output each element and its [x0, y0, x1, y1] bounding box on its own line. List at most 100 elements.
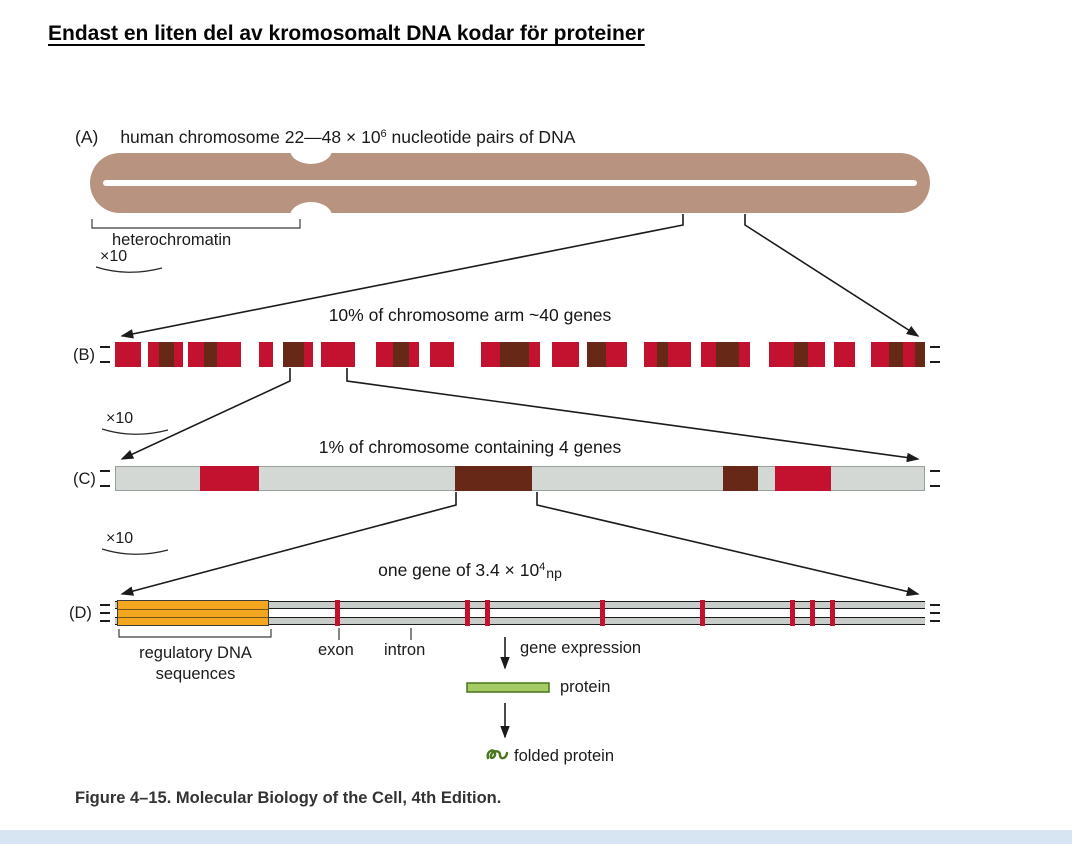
gene-density-segment [606, 342, 628, 367]
gene-density-segment [700, 342, 716, 367]
gene-density-segment [667, 342, 691, 367]
gene-density-segment [147, 342, 159, 367]
chromosome-arm-bar [115, 342, 926, 367]
gene-density-segment [173, 342, 183, 367]
gene-block [454, 466, 533, 491]
exon-mark [464, 600, 470, 626]
gene-density-segment [429, 342, 454, 367]
panel-d-title-unit: np [546, 565, 562, 581]
gene-density-segment [321, 342, 356, 367]
gene-density-segment [825, 342, 835, 367]
centromere-pinch-bottom [290, 202, 332, 230]
zoom-label-1: ×10 [100, 248, 128, 265]
gene-block [722, 466, 758, 491]
exon-mark [335, 600, 341, 626]
exon-mark [699, 600, 705, 626]
protein-label: protein [560, 678, 611, 696]
gene-density-segment [793, 342, 809, 367]
panel-a-text-suffix: nucleotide pairs of DNA [386, 127, 576, 147]
gene-density-segment [392, 342, 409, 367]
gene-density-segment [376, 342, 393, 367]
exon-label: exon [318, 641, 354, 659]
gene-density-segment [579, 342, 588, 367]
regulatory-label-line2: sequences [155, 665, 236, 683]
gene-density-segment [480, 342, 500, 367]
gene-density-segment [834, 342, 856, 367]
zoom-swoosh-2 [101, 428, 169, 435]
panel-c-letter: (C) [73, 470, 96, 488]
folded-protein-label: folded protein [514, 747, 614, 765]
panel-d-letter: (D) [69, 604, 92, 622]
gene-density-segment [657, 342, 668, 367]
regulatory-bracket [118, 629, 272, 638]
gene-density-segment [499, 342, 530, 367]
gene-density-segment [140, 342, 148, 367]
gene-density-segment [627, 342, 645, 367]
gene-density-segment [203, 342, 217, 367]
chromosome-illustration [90, 136, 930, 230]
gene-density-segment [738, 342, 750, 367]
gene-density-segment [240, 342, 260, 367]
gene-density-segment [273, 342, 284, 367]
panel-a-caption: (A) human chromosome 22—48 × 106 nucleoti… [75, 127, 575, 148]
exon-mark [830, 600, 836, 626]
panel-d-title: one gene of 3.4 × 104np [65, 560, 875, 581]
gene-density-segment [158, 342, 174, 367]
gene-density-segment [587, 342, 607, 367]
exon-mark [809, 600, 815, 626]
panel-d-title-prefix: one gene of 3.4 × 10 [378, 560, 540, 580]
gene-density-segment [259, 342, 274, 367]
intron-label: intron [384, 641, 426, 659]
gene-density-segment [408, 342, 419, 367]
panel-a-text-exponent: 6 [380, 128, 387, 140]
chromosome-1pct-bar [115, 466, 925, 491]
gene-density-segment [889, 342, 904, 367]
gene-density-segment [216, 342, 241, 367]
gene-density-segment [418, 342, 430, 367]
gene-density-segment [690, 342, 701, 367]
gene-bar [115, 600, 925, 626]
zoom-label-2: ×10 [106, 410, 134, 427]
regulatory-region [116, 600, 269, 626]
gene-density-segment [855, 342, 872, 367]
gene-density-segment [529, 342, 541, 367]
bottom-strip [0, 830, 1072, 844]
regulatory-label-line1: regulatory DNA [139, 644, 252, 662]
gene-density-segment [115, 342, 141, 367]
gene-density-segment [182, 342, 188, 367]
dna-rail-bottom [115, 617, 925, 625]
chromosome-body [90, 153, 930, 213]
heterochromatin-label: heterochromatin [112, 231, 232, 249]
folded-protein-icon [486, 749, 509, 760]
gene-expression-label: gene expression [520, 639, 642, 657]
zoom-label-3: ×10 [106, 530, 134, 547]
panel-c-title: 1% of chromosome containing 4 genes [318, 437, 622, 457]
exon-mark [600, 600, 606, 626]
gene-density-segment [283, 342, 305, 367]
exon-mark [789, 600, 795, 626]
gene-density-segment [768, 342, 794, 367]
panel-b-title: 10% of chromosome arm ~40 genes [328, 305, 612, 325]
regulatory-label: regulatory DNA sequences [118, 643, 273, 685]
heterochromatin-bracket [91, 219, 301, 229]
panel-b-letter: (B) [73, 346, 95, 364]
gene-density-segment [355, 342, 377, 367]
gene-density-segment [540, 342, 553, 367]
panel-a-text: human chromosome 22—48 × 106 nucleotide … [120, 127, 575, 147]
panel-d-title-exponent: 4 [539, 561, 546, 573]
gene-density-segment [552, 342, 580, 367]
gene-density-segment [871, 342, 890, 367]
gene-density-segment [453, 342, 481, 367]
gene-density-segment [903, 342, 916, 367]
gene-density-segment [304, 342, 314, 367]
gene-density-segment [715, 342, 739, 367]
gene-density-segment [644, 342, 657, 367]
slide-title: Endast en liten del av kromosomalt DNA k… [48, 22, 645, 45]
gene-density-segment [187, 342, 204, 367]
zoom-swoosh-3 [101, 548, 169, 555]
gene-density-segment [749, 342, 769, 367]
panel-a-letter: (A) [75, 127, 99, 147]
exon-mark [485, 600, 491, 626]
panel-a-text-prefix: human chromosome 22—48 × 10 [120, 127, 381, 147]
